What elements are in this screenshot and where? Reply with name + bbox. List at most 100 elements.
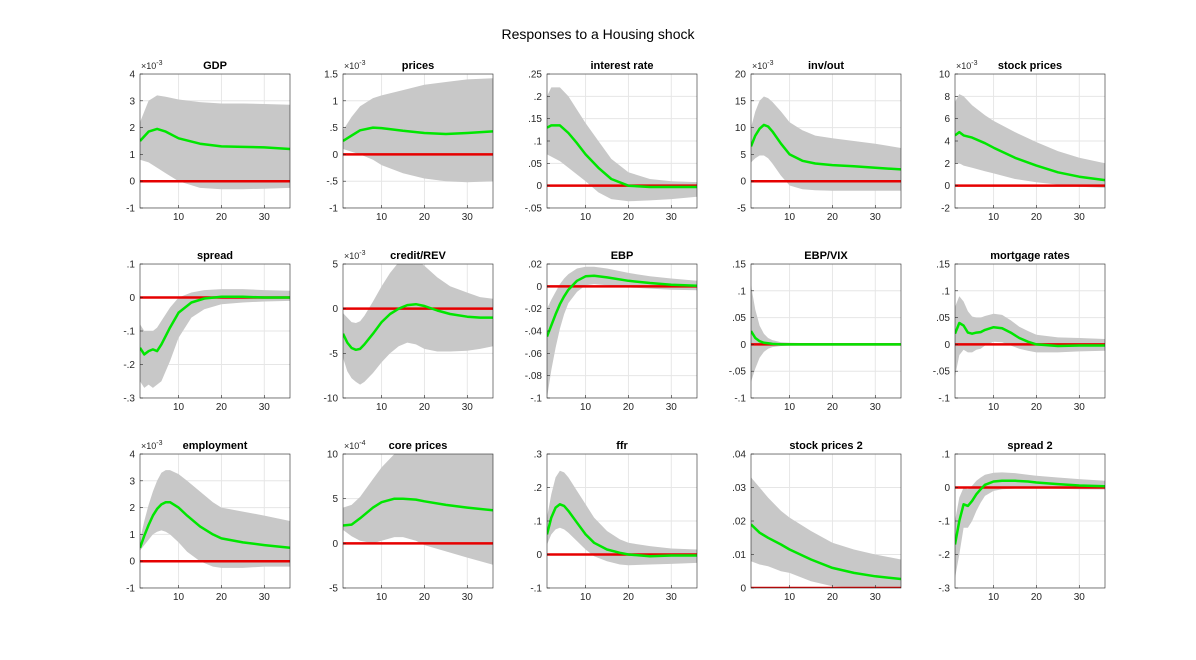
x-tick-label: 20 [1031, 212, 1043, 223]
axis-exponent: ×10-3 [752, 60, 774, 71]
x-tick-label: 20 [1031, 592, 1043, 603]
confidence-band [547, 470, 697, 566]
axes-frame [750, 263, 902, 399]
x-tick-label: 10 [580, 402, 592, 413]
y-tick-label: 0 [740, 177, 746, 188]
y-tick-label: .1 [942, 450, 951, 461]
chart-panel: 10 20 30 -1 0 1 2 3 4 GDP ×10-3 [126, 60, 291, 223]
y-tick-label: .3 [534, 450, 543, 461]
x-tick-label: 10 [580, 212, 592, 223]
x-tick-label: 30 [666, 402, 678, 413]
x-tick-label: 30 [259, 402, 271, 413]
y-tick-label: 10 [327, 450, 339, 461]
y-tick-label: 1.5 [324, 70, 338, 81]
x-tick-label: 20 [419, 592, 431, 603]
y-tick-label: .05 [936, 313, 950, 324]
y-tick-label: .03 [732, 483, 746, 494]
chart-title: EBP/VIX [804, 250, 848, 262]
data-layer [343, 74, 493, 208]
y-tick-label: .1 [127, 260, 136, 271]
axis-exponent: ×10-3 [141, 60, 163, 71]
chart-title: core prices [389, 440, 448, 452]
x-tick-label: 20 [216, 402, 228, 413]
y-tick-label: 10 [939, 70, 951, 81]
y-tick-label: -.1 [530, 394, 542, 405]
y-tick-label: 2 [129, 123, 135, 134]
data-layer [547, 454, 697, 588]
x-tick-label: 20 [827, 592, 839, 603]
x-tick-label: 30 [870, 402, 882, 413]
median-line [140, 295, 290, 356]
axis-exponent: ×10-4 [344, 440, 366, 451]
y-tick-label: -.3 [123, 394, 135, 405]
y-tick-label: 1 [129, 150, 135, 161]
x-tick-label: 30 [462, 402, 474, 413]
chart-title: stock prices 2 [789, 440, 862, 452]
y-tick-label: .04 [732, 450, 746, 461]
y-tick-label: -.02 [525, 304, 543, 315]
y-tick-label: .02 [528, 260, 542, 271]
x-tick-label: 20 [419, 212, 431, 223]
confidence-band [547, 266, 697, 398]
y-tick-label: 5 [740, 150, 746, 161]
x-tick-label: 10 [988, 402, 1000, 413]
y-tick-label: 0 [944, 181, 950, 192]
x-tick-label: 30 [666, 212, 678, 223]
y-tick-label: -.2 [123, 360, 135, 371]
confidence-band [140, 95, 290, 190]
y-tick-label: -.06 [525, 349, 543, 360]
chart-panel: 10 20 30 -2 0 2 4 6 8 10 stock prices ×10-3 [939, 60, 1106, 223]
y-tick-label: 0 [536, 181, 542, 192]
y-tick-label: .2 [534, 92, 543, 103]
x-tick-label: 20 [623, 592, 635, 603]
median-line [547, 124, 697, 189]
x-tick-label: 20 [419, 402, 431, 413]
median-line [751, 523, 901, 581]
x-tick-label: 20 [1031, 402, 1043, 413]
x-tick-label: 30 [870, 212, 882, 223]
y-tick-label: 10 [735, 123, 747, 134]
median-line [140, 127, 290, 151]
y-tick-label: 5 [332, 494, 338, 505]
y-tick-label: 0 [944, 483, 950, 494]
confidence-band [343, 264, 493, 385]
median-line [343, 497, 493, 527]
axes-frame [342, 263, 494, 399]
y-tick-label: 4 [129, 450, 135, 461]
y-tick-label: 0 [129, 177, 135, 188]
x-tick-label: 10 [580, 592, 592, 603]
x-tick-label: 10 [376, 212, 388, 223]
y-tick-label: .15 [732, 260, 746, 271]
y-tick-label: 0 [536, 550, 542, 561]
y-tick-label: -.05 [933, 367, 951, 378]
median-line [343, 126, 493, 143]
chart-title: spread [197, 250, 233, 262]
y-tick-label: -2 [941, 204, 950, 215]
x-tick-label: 10 [988, 212, 1000, 223]
median-line [751, 330, 901, 346]
data-layer [547, 264, 697, 398]
y-tick-label: .01 [732, 550, 746, 561]
y-tick-label: -.04 [525, 327, 543, 338]
chart-title: stock prices [998, 60, 1062, 72]
x-tick-label: 10 [376, 402, 388, 413]
x-tick-label: 20 [623, 402, 635, 413]
y-tick-label: -.1 [938, 394, 950, 405]
y-tick-label: .25 [528, 70, 542, 81]
axes-frame [342, 453, 494, 589]
axes-frame [954, 263, 1106, 399]
y-tick-label: 3 [129, 476, 135, 487]
x-tick-label: 10 [988, 592, 1000, 603]
x-tick-label: 10 [376, 592, 388, 603]
x-tick-label: 20 [827, 402, 839, 413]
median-line [955, 130, 1105, 182]
y-tick-label: -.08 [525, 371, 543, 382]
x-tick-label: 30 [1074, 592, 1086, 603]
data-layer [140, 454, 290, 588]
y-tick-label: .02 [732, 517, 746, 528]
figure-title: Responses to a Housing shock [502, 26, 696, 42]
x-tick-label: 10 [173, 212, 185, 223]
y-tick-label: 0 [129, 293, 135, 304]
